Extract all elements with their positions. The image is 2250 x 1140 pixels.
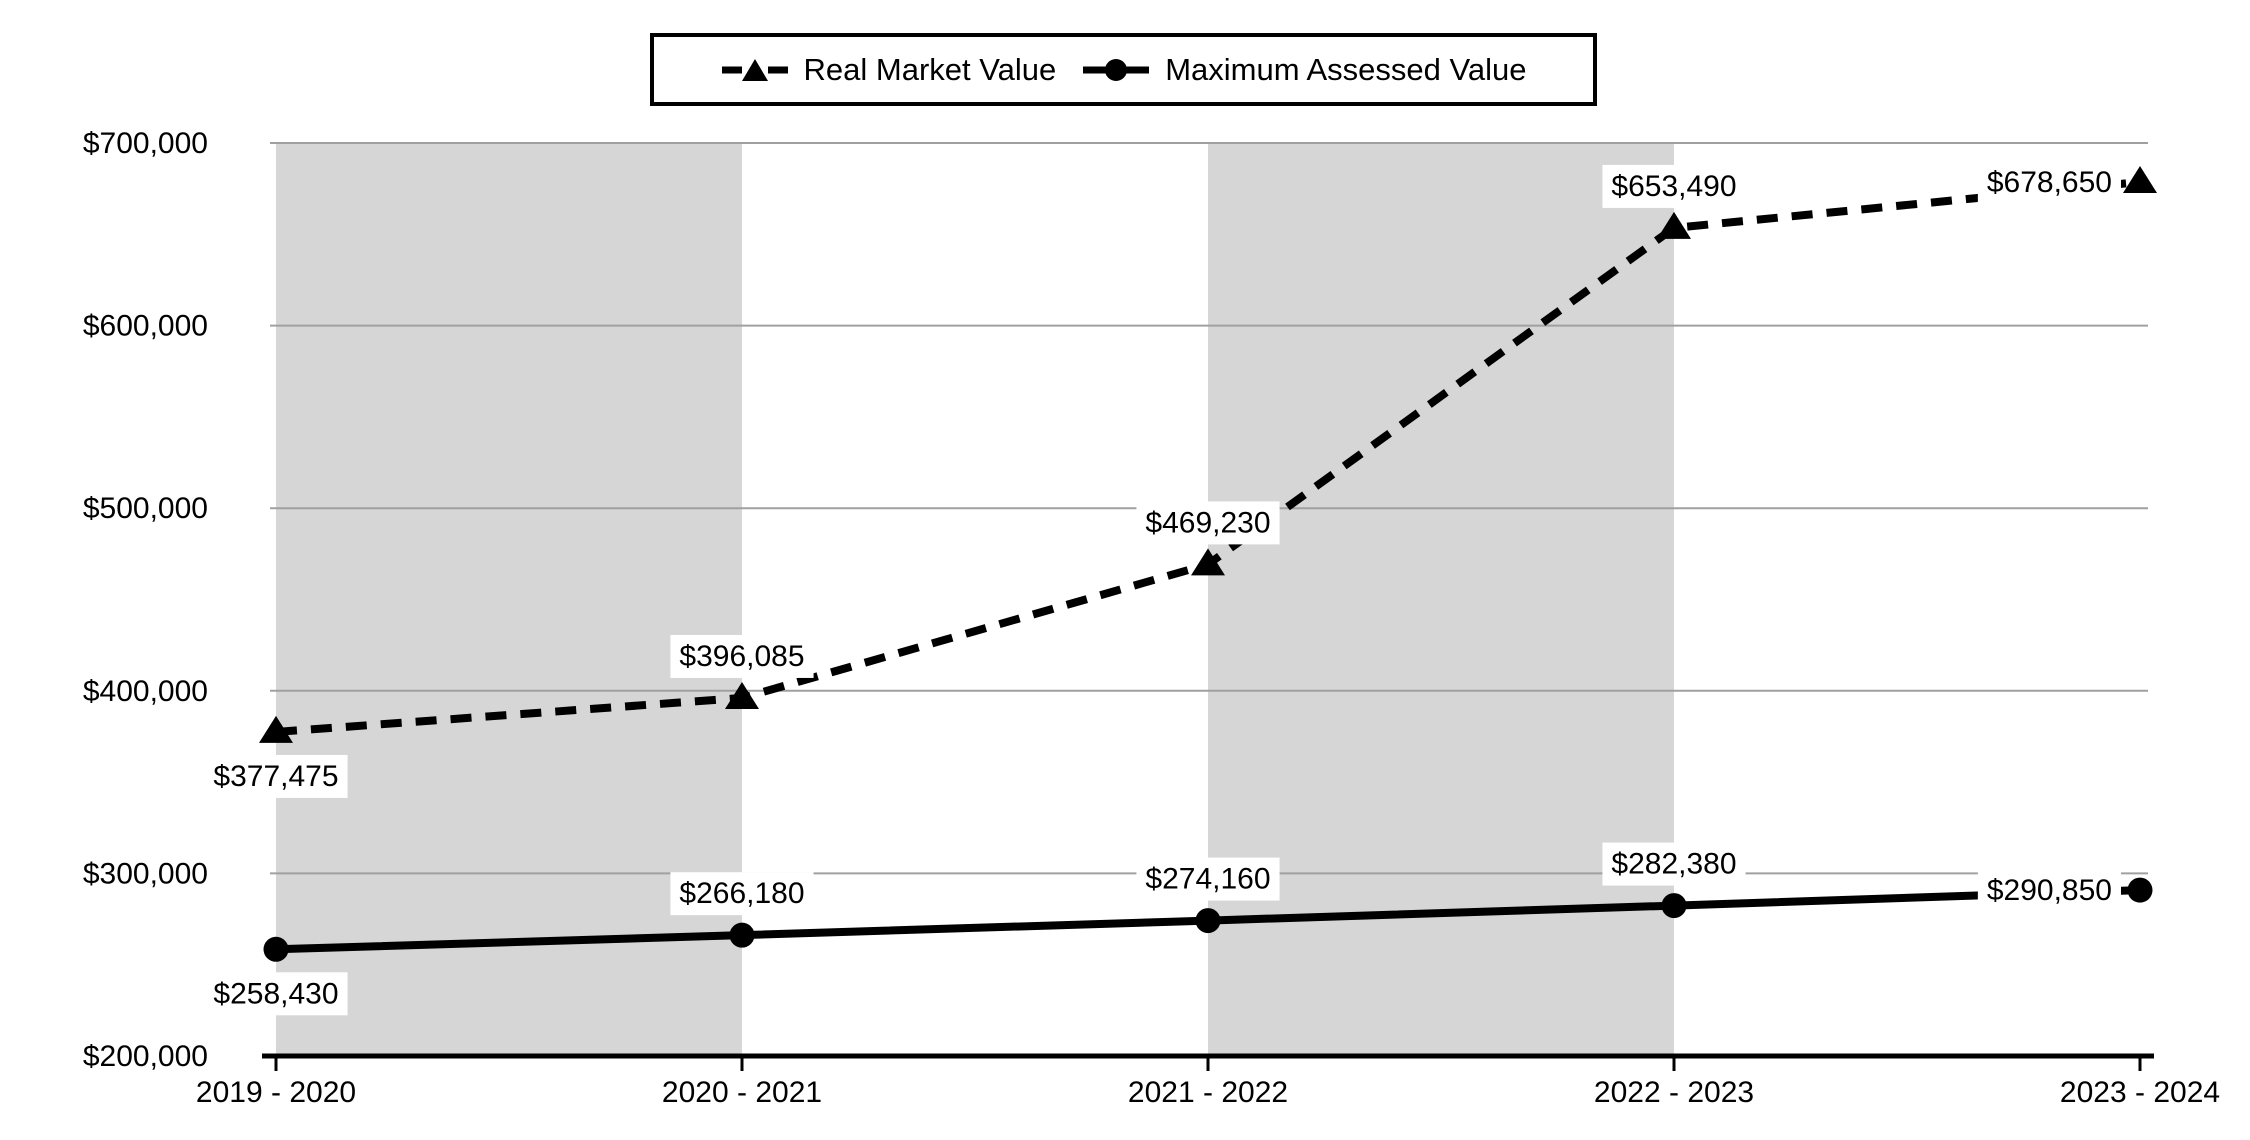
y-axis-tick-label: $200,000 bbox=[83, 1040, 208, 1073]
y-axis-tick-label: $600,000 bbox=[83, 310, 208, 343]
triangle-marker bbox=[259, 715, 293, 743]
data-label-background bbox=[1977, 869, 2121, 913]
plot-band bbox=[1208, 143, 1674, 1056]
data-label-background bbox=[670, 872, 814, 916]
x-axis-category-label: 2023 - 2024 bbox=[2060, 1076, 2220, 1109]
data-label: $653,490 bbox=[1611, 170, 1736, 203]
legend-item-maximum-assessed-value: Maximum Assessed Value bbox=[1082, 52, 1526, 88]
data-label-background bbox=[670, 634, 814, 678]
x-axis-category-label: 2021 - 2022 bbox=[1128, 1076, 1288, 1109]
y-axis-tick-label: $700,000 bbox=[83, 127, 208, 160]
triangle-marker bbox=[1657, 211, 1691, 239]
legend-label-real-market-value: Real Market Value bbox=[803, 51, 1057, 87]
circle-marker bbox=[729, 922, 755, 948]
x-axis-category-label: 2019 - 2020 bbox=[196, 1076, 356, 1109]
data-label-background bbox=[1602, 164, 1746, 208]
data-label: $377,475 bbox=[213, 760, 338, 793]
legend-label-maximum-assessed-value: Maximum Assessed Value bbox=[1165, 51, 1527, 87]
data-label: $282,380 bbox=[1611, 848, 1736, 881]
data-label: $678,650 bbox=[1987, 166, 2112, 199]
x-axis-category-label: 2022 - 2023 bbox=[1594, 1076, 1754, 1109]
plot-band bbox=[276, 143, 742, 1056]
data-label-background bbox=[204, 754, 348, 798]
data-label-background bbox=[1136, 501, 1280, 545]
data-label: $396,085 bbox=[679, 640, 804, 673]
data-label: $258,430 bbox=[213, 977, 338, 1010]
circle-marker bbox=[2127, 877, 2153, 903]
data-label-background bbox=[1977, 160, 2121, 204]
data-label-background bbox=[1136, 857, 1280, 901]
solid-line-circle-marker-icon bbox=[1083, 58, 1150, 81]
circle-marker bbox=[263, 936, 289, 962]
circle-marker bbox=[1195, 908, 1221, 934]
triangle-marker bbox=[2123, 165, 2157, 193]
circle-marker bbox=[1661, 893, 1687, 919]
data-label: $290,850 bbox=[1987, 874, 2112, 907]
triangle-marker bbox=[1191, 548, 1225, 576]
y-axis-tick-label: $400,000 bbox=[83, 675, 208, 708]
data-label: $274,160 bbox=[1145, 863, 1270, 896]
data-label-background bbox=[1602, 842, 1746, 886]
data-label-background bbox=[204, 972, 348, 1016]
data-label: $266,180 bbox=[679, 877, 804, 910]
data-label: $469,230 bbox=[1145, 506, 1270, 539]
legend: Real Market Value Maximum Assessed Value bbox=[650, 33, 1597, 106]
dashed-line-triangle-marker-icon bbox=[721, 58, 788, 81]
y-axis-tick-label: $300,000 bbox=[83, 857, 208, 890]
x-axis-category-label: 2020 - 2021 bbox=[662, 1076, 822, 1109]
y-axis-tick-label: $500,000 bbox=[83, 492, 208, 525]
legend-item-real-market-value: Real Market Value bbox=[721, 51, 1057, 88]
triangle-marker bbox=[725, 681, 759, 709]
